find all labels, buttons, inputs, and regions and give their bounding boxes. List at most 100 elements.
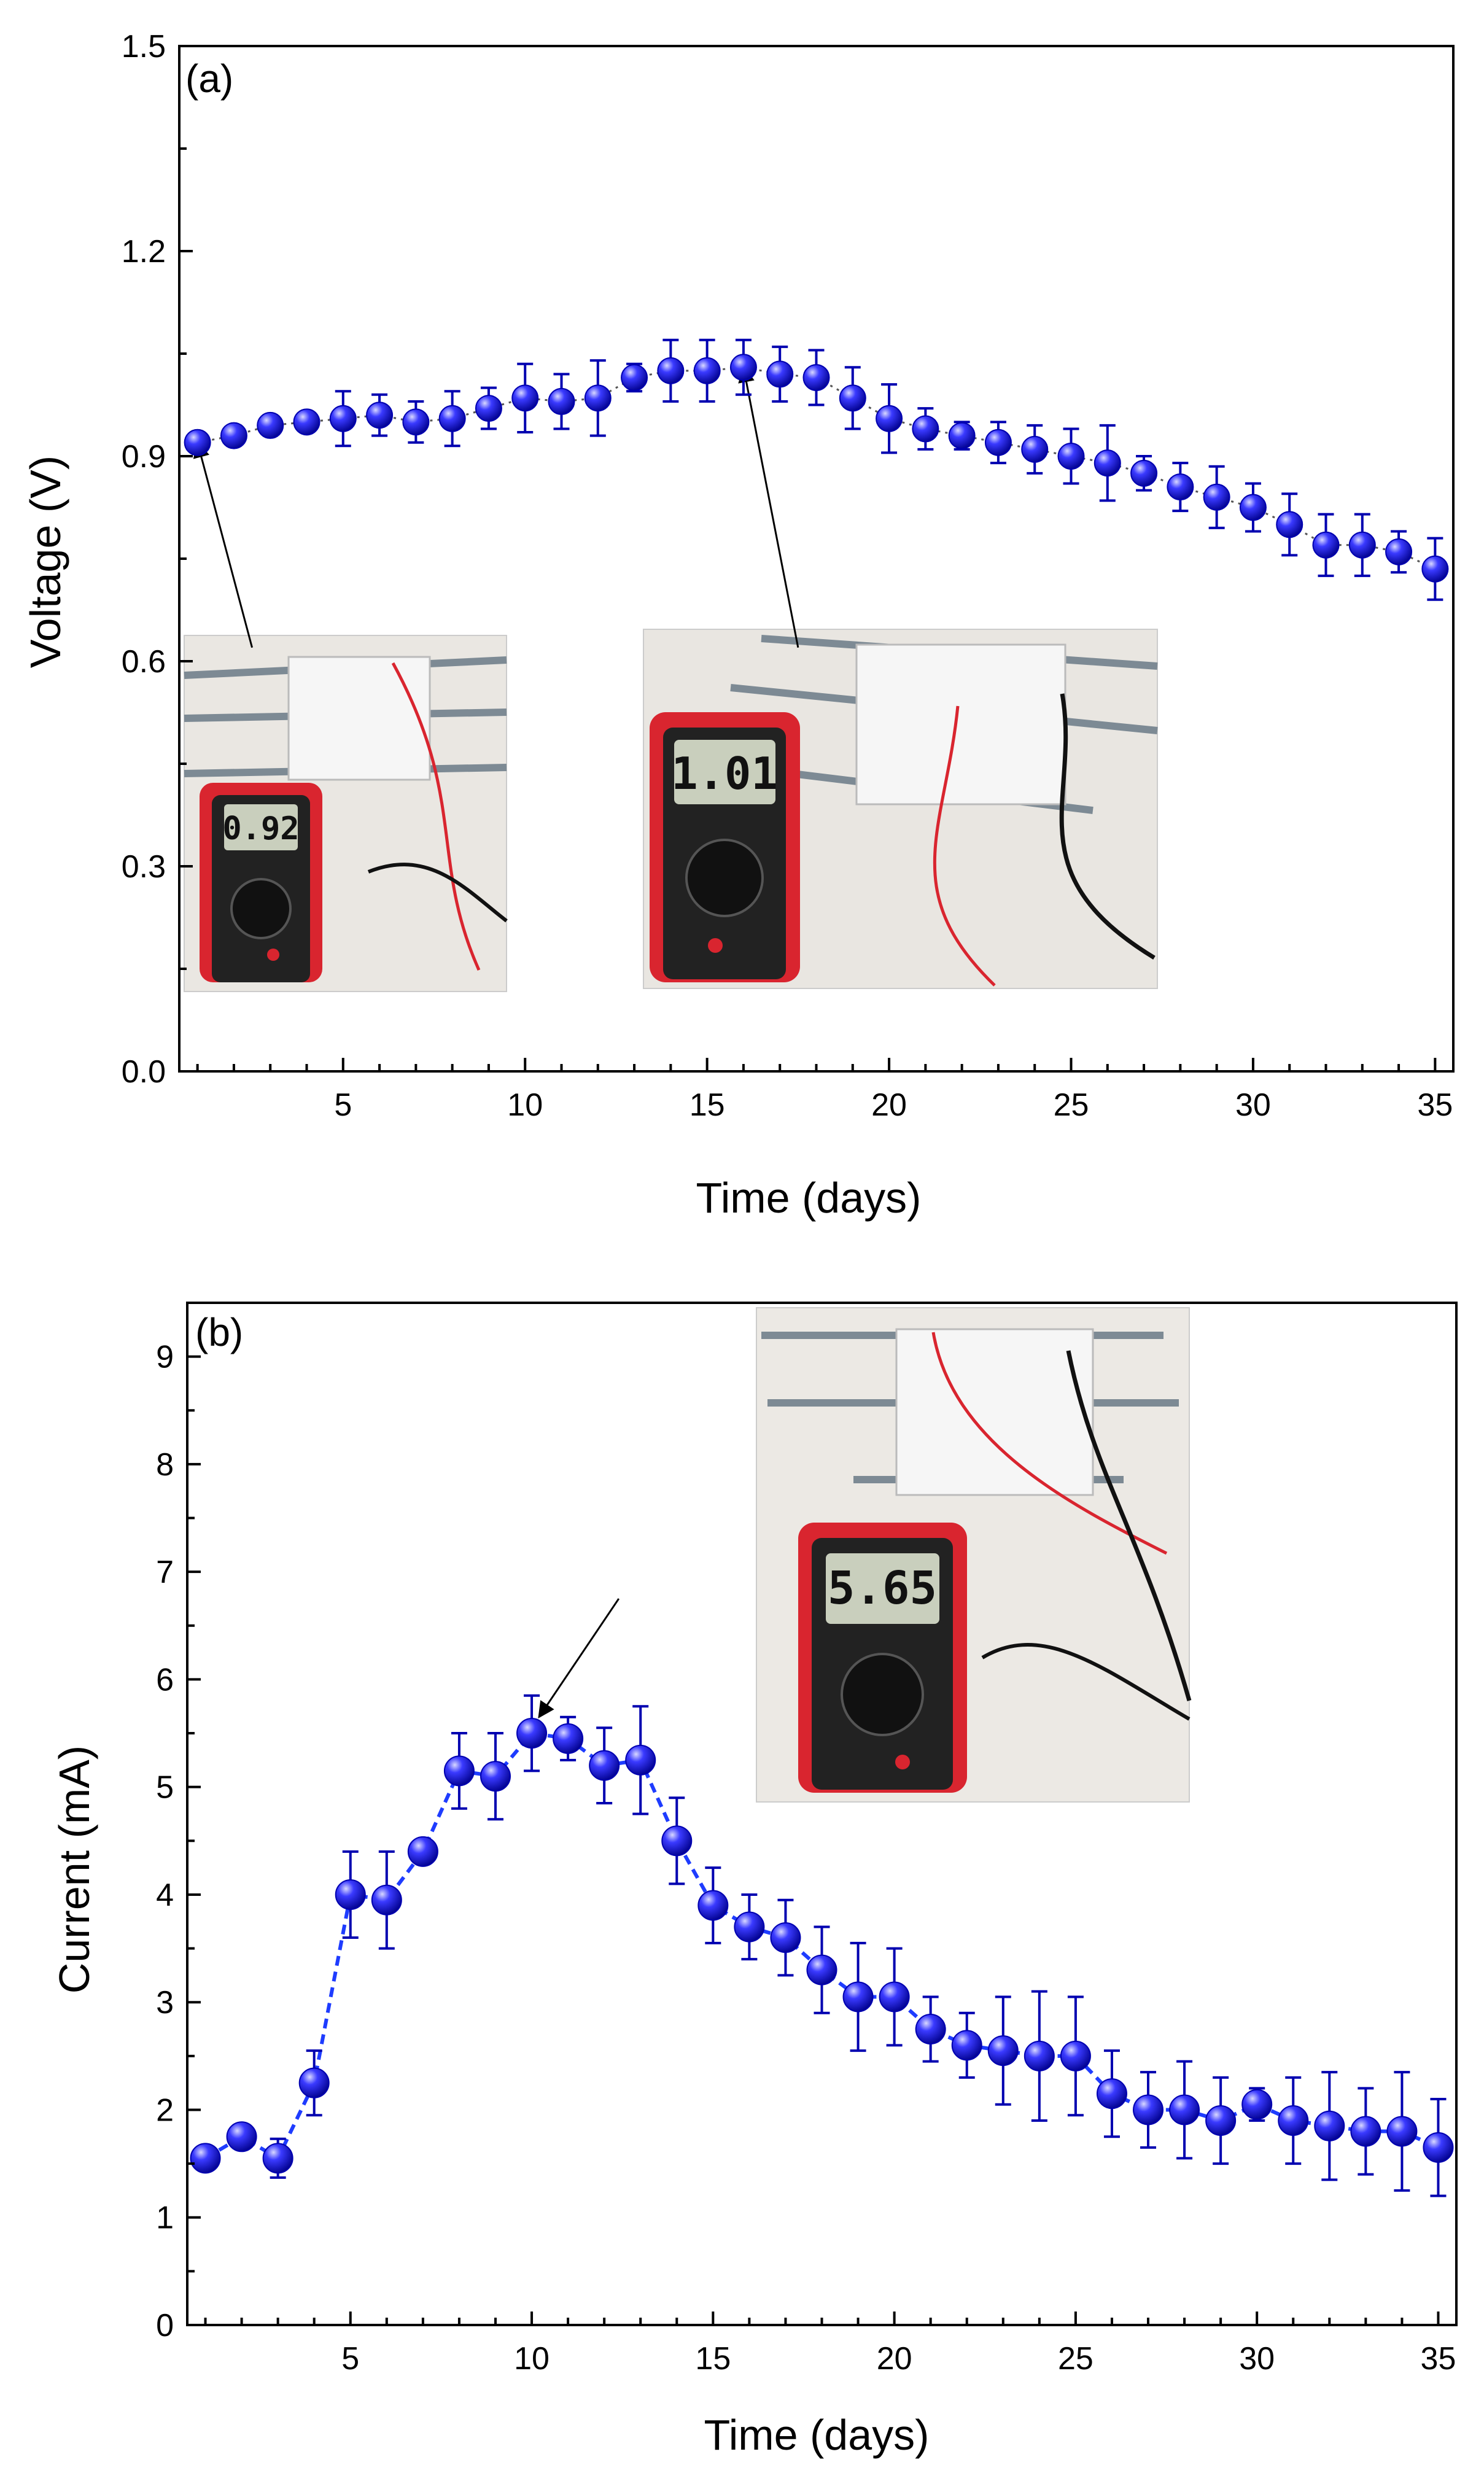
panel-b-data-point bbox=[1423, 2132, 1454, 2163]
panel-b-y-tick-label: 5 bbox=[156, 1770, 174, 1806]
panel-a-y-axis-title: Voltage (V) bbox=[21, 456, 69, 668]
panel-b-data-point bbox=[879, 1981, 910, 2013]
panel-b-data-point bbox=[1024, 2040, 1055, 2071]
panel-a-x-tick-label: 35 bbox=[1417, 1087, 1453, 1123]
panel-a-data-point bbox=[220, 422, 247, 449]
panel-b-label: (b) bbox=[195, 1310, 243, 1354]
panel-a-data-point bbox=[584, 384, 612, 412]
panel-b-series bbox=[190, 1694, 1454, 2197]
panel-b-y-axis-title: Current (mA) bbox=[50, 1745, 98, 1993]
panel-b-x-tick-label: 10 bbox=[514, 2341, 550, 2377]
panel-a-data-point bbox=[621, 363, 648, 391]
panel-a-x-tick-label: 20 bbox=[871, 1087, 907, 1123]
panel-a-data-point bbox=[1203, 483, 1230, 511]
panel-a-y-tick-label: 0.6 bbox=[122, 644, 166, 680]
panel-b-data-point bbox=[407, 1836, 438, 1867]
multimeter-3-reading: 5.65 bbox=[828, 1562, 937, 1615]
panel-b-x-tick-label: 25 bbox=[1058, 2341, 1094, 2377]
panel-a-data-point bbox=[657, 357, 685, 384]
multimeter-1-screen bbox=[224, 804, 298, 850]
panel-a-data-point bbox=[438, 405, 466, 432]
panel-b-y-tick-label: 6 bbox=[156, 1662, 174, 1698]
panel-a-data-point bbox=[1239, 494, 1267, 521]
panel-a-data-point bbox=[1167, 473, 1194, 501]
inset-photo-voltage-day16: 1.01 bbox=[643, 629, 1158, 989]
panel-a-data-point bbox=[802, 363, 830, 391]
panel-b-data-point bbox=[1278, 2105, 1309, 2136]
panel-a-data-point bbox=[329, 405, 357, 432]
panel-a-voltage-chart: 0.92 1.01 bbox=[21, 29, 1455, 1222]
panel-b-x-tick-label: 15 bbox=[695, 2341, 731, 2377]
panel-a-y-tick-label: 0.3 bbox=[122, 849, 166, 885]
panel-a-data-point bbox=[1130, 459, 1158, 487]
panel-a-y-tick-label: 1.5 bbox=[122, 29, 166, 64]
panel-b-data-point bbox=[335, 1879, 366, 1910]
panel-b-data-point bbox=[770, 1922, 801, 1954]
panel-a-annotation-arrow bbox=[738, 365, 799, 648]
panel-b-annotation-arrow bbox=[538, 1598, 620, 1719]
panel-b-data-point bbox=[1314, 2110, 1345, 2141]
panel-a-data-point bbox=[1385, 538, 1413, 565]
panel-b-x-tick-label: 35 bbox=[1421, 2341, 1456, 2377]
panel-b-data-point bbox=[1060, 2040, 1091, 2071]
panel-a-data-point bbox=[475, 395, 502, 422]
panel-b-data-point bbox=[226, 2121, 257, 2153]
panel-b-data-point bbox=[697, 1890, 729, 1921]
panel-a-axes: 5 10 15 20 25 30 35 0.0 0.3 0.6 0.9 1.2 1.5 bbox=[122, 29, 1455, 1123]
panel-b-y-tick-label: 8 bbox=[156, 1447, 174, 1483]
panel-a-data-point bbox=[184, 429, 211, 456]
panel-a-data-point bbox=[1021, 435, 1049, 463]
panel-a-data-point bbox=[293, 408, 320, 436]
panel-a-y-tick-label: 0.9 bbox=[122, 439, 166, 475]
panel-a-data-point bbox=[1094, 449, 1121, 477]
panel-b-data-point bbox=[553, 1723, 584, 1754]
multimeter-2-reading: 1.01 bbox=[671, 748, 777, 799]
panel-a-data-point bbox=[257, 411, 284, 439]
panel-b-data-point bbox=[661, 1825, 693, 1857]
inset-photo-voltage-day1: 0.92 bbox=[184, 635, 508, 992]
panel-b-y-tick-label: 1 bbox=[156, 2200, 174, 2236]
panel-a-label: (a) bbox=[185, 56, 233, 101]
panel-a-arrows bbox=[193, 365, 799, 648]
panel-b-data-point bbox=[842, 1981, 874, 2013]
panel-b-data-point bbox=[987, 2035, 1019, 2067]
panel-b-data-point bbox=[480, 1761, 511, 1792]
panel-a-insets: 0.92 1.01 bbox=[184, 629, 1158, 992]
panel-b-data-point bbox=[1096, 2078, 1127, 2110]
panel-b-arrows bbox=[538, 1598, 620, 1719]
panel-b-data-point bbox=[1386, 2116, 1418, 2147]
panel-a-series bbox=[184, 338, 1449, 601]
panel-a-data-point bbox=[912, 415, 939, 443]
panel-a-data-point bbox=[548, 387, 575, 415]
panel-b-y-tick-label: 2 bbox=[156, 2092, 174, 2128]
multimeter-3-screen bbox=[826, 1553, 939, 1624]
panel-b-data-point bbox=[915, 2014, 946, 2045]
panel-b-data-point bbox=[516, 1718, 548, 1749]
panel-b-data-point bbox=[589, 1750, 620, 1781]
panel-a-y-tick-label: 1.2 bbox=[122, 234, 166, 270]
multimeter-1-reading: 0.92 bbox=[222, 810, 299, 847]
panel-a-data-point bbox=[766, 360, 794, 388]
panel-b-axes: 5 10 15 20 25 30 35 0 1 2 3 4 5 6 7 8 9 bbox=[156, 1302, 1458, 2377]
panel-b-data-point bbox=[1169, 2094, 1200, 2125]
panel-b-insets: 5.65 bbox=[756, 1307, 1192, 1803]
panel-a-data-point bbox=[366, 402, 394, 429]
panel-a-x-tick-label: 30 bbox=[1235, 1087, 1271, 1123]
inset-photo-current-day10: 5.65 bbox=[756, 1307, 1192, 1803]
panel-a-data-point bbox=[876, 405, 903, 432]
panel-a-x-tick-label: 5 bbox=[334, 1087, 352, 1123]
panel-a-x-tick-label: 25 bbox=[1054, 1087, 1089, 1123]
panel-a-y-tick-label: 0.0 bbox=[122, 1054, 166, 1090]
panel-b-data-point bbox=[1241, 2089, 1273, 2120]
panel-a-data-point bbox=[1421, 555, 1449, 583]
panel-b-x-tick-label: 30 bbox=[1239, 2341, 1275, 2377]
panel-b-y-tick-label: 3 bbox=[156, 1985, 174, 2021]
panel-b-data-point bbox=[625, 1744, 656, 1776]
panel-b-y-tick-label: 4 bbox=[156, 1877, 174, 1913]
panel-a-data-point bbox=[1276, 511, 1303, 538]
panel-b-data-point bbox=[371, 1884, 402, 1916]
panel-a-x-axis-title: Time (days) bbox=[696, 1174, 922, 1222]
panel-a-data-point bbox=[948, 422, 976, 449]
panel-a-data-point bbox=[839, 384, 866, 412]
